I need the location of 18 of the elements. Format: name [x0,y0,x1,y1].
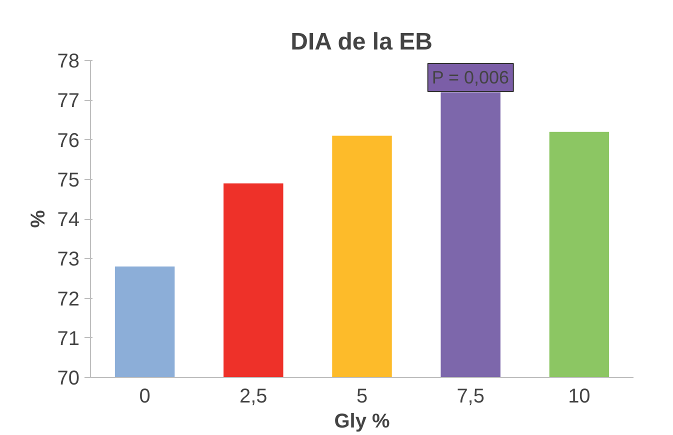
y-tick-label: 73 [57,248,80,271]
x-tick-label: 0 [139,386,150,408]
x-tick-label: 10 [568,386,590,408]
x-axis-title: Gly % [334,410,390,432]
y-tick-label: 76 [57,130,80,152]
y-tick-label: 72 [57,288,80,310]
y-tick-label: 71 [57,328,80,350]
y-axis-title: % [27,210,50,228]
x-tick-label: 2,5 [240,386,268,408]
y-tick-label: 74 [57,209,80,231]
y-tick-label: 77 [57,90,80,112]
y-tick-label: 75 [57,169,80,192]
chart-title: DIA de la EB [290,28,432,56]
x-tick-label: 7,5 [456,386,485,408]
annotation: P = 0,006 [432,68,510,88]
x-tick-label: 5 [356,386,368,408]
y-tick-label: 70 [57,368,80,390]
y-tick-label: 78 [57,50,80,72]
